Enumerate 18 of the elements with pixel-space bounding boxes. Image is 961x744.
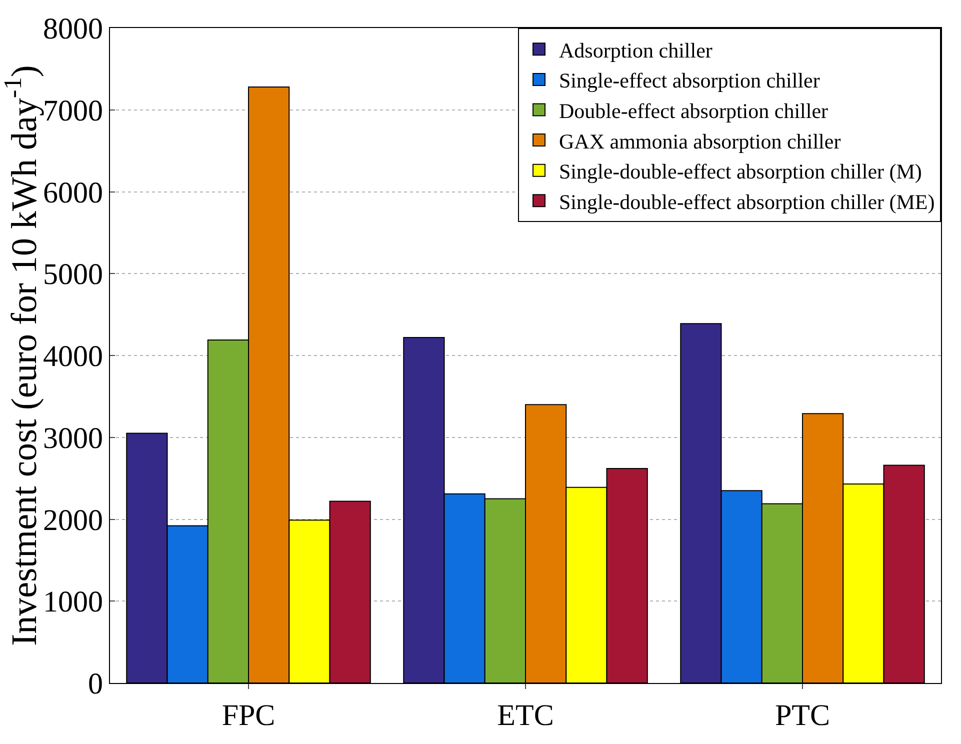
- y-tick-label: 1000: [43, 586, 103, 619]
- legend-label: Single-double-effect absorption chiller (ME): [559, 190, 935, 214]
- x-tick-label: PTC: [774, 699, 830, 732]
- y-tick-label: 8000: [43, 12, 103, 46]
- legend-label: Single-double-effect absorption chiller (M): [559, 160, 922, 184]
- legend-label: Adsorption chiller: [559, 38, 712, 62]
- y-tick-label: 3000: [43, 422, 103, 455]
- y-tick-label: 4000: [43, 340, 103, 373]
- x-tick-label: FPC: [222, 699, 276, 732]
- y-tick-label: 2000: [43, 504, 103, 537]
- y-tick-label: 6000: [43, 176, 103, 210]
- y-tick-label: 0: [88, 668, 103, 700]
- x-tick-label: ETC: [497, 699, 554, 732]
- legend-label: Single-effect absorption chiller: [559, 68, 820, 93]
- y-tick-label: 5000: [43, 258, 103, 292]
- legend-label: GAX ammonia absorption chiller: [559, 129, 841, 154]
- y-tick-label: 7000: [43, 94, 103, 128]
- legend-label: Double-effect absorption chiller: [559, 98, 828, 123]
